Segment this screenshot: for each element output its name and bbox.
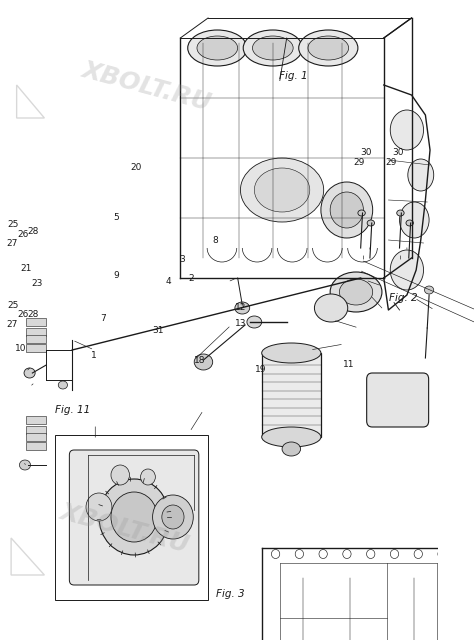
Ellipse shape: [339, 279, 373, 305]
Text: 20: 20: [130, 163, 142, 172]
Text: 26: 26: [18, 310, 29, 319]
Text: 29: 29: [354, 158, 365, 167]
Text: 23: 23: [32, 279, 43, 288]
Ellipse shape: [414, 550, 422, 559]
Ellipse shape: [58, 381, 67, 389]
Ellipse shape: [330, 272, 382, 312]
Ellipse shape: [197, 36, 237, 60]
Ellipse shape: [255, 168, 310, 212]
Ellipse shape: [299, 30, 358, 66]
Ellipse shape: [262, 343, 321, 363]
Bar: [262, 353, 321, 437]
Text: 8: 8: [212, 236, 218, 244]
Bar: [26, 433, 46, 441]
Bar: [55, 435, 208, 600]
Text: 25: 25: [8, 301, 19, 310]
Text: 3: 3: [179, 255, 185, 264]
Ellipse shape: [319, 550, 328, 559]
Ellipse shape: [240, 158, 324, 222]
Text: 28: 28: [27, 227, 38, 236]
Text: 1: 1: [91, 351, 97, 360]
Ellipse shape: [243, 30, 302, 66]
Ellipse shape: [308, 36, 349, 60]
Text: 27: 27: [7, 320, 18, 329]
Text: 11: 11: [343, 360, 354, 369]
Ellipse shape: [247, 316, 262, 328]
Text: Fig. 2: Fig. 2: [389, 292, 418, 303]
Text: 10: 10: [15, 344, 27, 353]
Ellipse shape: [24, 368, 35, 378]
Text: 9: 9: [113, 271, 119, 280]
Ellipse shape: [406, 220, 413, 226]
Text: 18: 18: [194, 356, 205, 365]
Ellipse shape: [397, 210, 404, 216]
Ellipse shape: [153, 495, 193, 539]
Text: 25: 25: [8, 220, 19, 228]
Bar: [26, 344, 46, 352]
Text: 30: 30: [392, 148, 403, 157]
Ellipse shape: [295, 550, 303, 559]
Ellipse shape: [111, 465, 129, 485]
Ellipse shape: [99, 479, 169, 555]
Bar: [26, 442, 46, 450]
Ellipse shape: [111, 492, 157, 542]
Bar: [26, 335, 46, 343]
Ellipse shape: [390, 250, 424, 290]
Ellipse shape: [390, 550, 399, 559]
Text: Fig. 3: Fig. 3: [216, 589, 245, 599]
Ellipse shape: [343, 550, 351, 559]
Text: XBOLT.RU: XBOLT.RU: [79, 58, 214, 115]
Text: XBOLT.RU: XBOLT.RU: [57, 499, 191, 557]
Ellipse shape: [390, 110, 424, 150]
Ellipse shape: [272, 550, 280, 559]
Text: Fig. 1: Fig. 1: [279, 70, 308, 81]
Text: 12: 12: [235, 303, 246, 312]
Text: 27: 27: [7, 239, 18, 248]
Ellipse shape: [314, 294, 348, 322]
Ellipse shape: [194, 354, 213, 370]
Ellipse shape: [367, 220, 374, 226]
Text: 7: 7: [100, 314, 106, 323]
Ellipse shape: [408, 159, 434, 191]
Ellipse shape: [366, 550, 375, 559]
Ellipse shape: [86, 493, 112, 521]
Ellipse shape: [330, 192, 364, 228]
Text: 4: 4: [166, 277, 172, 286]
FancyBboxPatch shape: [367, 373, 428, 427]
Ellipse shape: [19, 460, 30, 470]
Text: 2: 2: [188, 274, 193, 283]
Ellipse shape: [400, 202, 429, 238]
Ellipse shape: [262, 427, 321, 447]
Text: 29: 29: [385, 158, 396, 167]
Ellipse shape: [438, 550, 446, 559]
Bar: [26, 318, 46, 326]
Text: 28: 28: [27, 310, 38, 319]
Ellipse shape: [235, 302, 250, 314]
Text: 31: 31: [152, 326, 164, 335]
Text: 26: 26: [18, 230, 29, 239]
Text: 13: 13: [235, 319, 246, 328]
Text: 5: 5: [113, 213, 119, 222]
Text: 30: 30: [361, 148, 372, 157]
Ellipse shape: [282, 442, 301, 456]
Text: Fig. 11: Fig. 11: [55, 404, 90, 415]
Ellipse shape: [358, 210, 365, 216]
Ellipse shape: [253, 36, 293, 60]
Text: 19: 19: [255, 365, 266, 374]
Ellipse shape: [188, 30, 247, 66]
Text: 21: 21: [20, 264, 32, 273]
Ellipse shape: [141, 469, 155, 485]
Bar: [26, 426, 46, 434]
Bar: [26, 328, 46, 336]
Bar: [26, 416, 46, 424]
Ellipse shape: [162, 505, 184, 529]
Ellipse shape: [321, 182, 373, 238]
Ellipse shape: [425, 286, 434, 294]
FancyBboxPatch shape: [69, 450, 199, 585]
